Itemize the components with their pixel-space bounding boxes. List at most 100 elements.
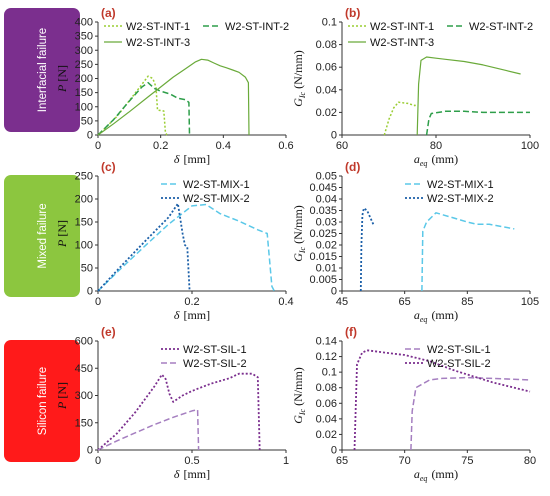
x-tick-label: 0.4: [216, 140, 231, 152]
series-line-1: [97, 75, 168, 136]
legend-label: W2-ST-INT-3: [126, 37, 190, 49]
x-axis-subscript: eq: [420, 159, 428, 168]
x-tick-label: 100: [521, 140, 539, 152]
y-tick-label: 0.03: [316, 217, 337, 229]
y-tick-label: 0.025: [309, 228, 337, 240]
y-tick-label: 0.14: [316, 336, 337, 348]
y-axis-unit: (N/mm): [291, 50, 305, 89]
legend-label: W2-ST-INT-1: [126, 21, 190, 33]
legend-item: W2-ST-INT-1: [104, 21, 190, 33]
x-axis-unit: [mm]: [183, 152, 210, 166]
row-label-box: [4, 8, 80, 132]
y-tick-label: 0.02: [316, 107, 337, 119]
y-tick-label: 0.05: [316, 171, 337, 183]
series-line-2: [97, 81, 191, 136]
y-tick-label: 250: [75, 171, 93, 183]
y-tick-label: 0.035: [309, 205, 337, 217]
legend-label: W2-ST-MIX-1: [427, 179, 494, 191]
x-tick-label: 0.2: [153, 140, 168, 152]
y-axis-subscript: Ic: [298, 91, 307, 99]
x-tick-label: 80: [430, 140, 442, 152]
y-tick-label: 150: [75, 417, 93, 429]
chart-panel-4: 00.0050.010.0150.020.0250.030.0350.040.0…: [291, 160, 539, 324]
legend: W2-ST-INT-1 W2-ST-INT-2 W2-ST-INT-3: [348, 21, 533, 49]
chart-panel-5: 0 150 300 450 600 0 0.5 1 δ [mm] P [N] (e) W2-ST-SIL-…: [55, 325, 289, 481]
legend-item: W2-ST-SIL-1: [405, 344, 491, 356]
y-tick-label: 300: [75, 390, 93, 402]
x-tick-label: 0.4: [278, 296, 293, 308]
panel-label: (c): [101, 160, 116, 174]
panel-label: (b): [345, 6, 360, 20]
y-tick-label: 150: [75, 87, 93, 99]
x-axis-unit: (mm): [431, 308, 458, 322]
y-axis-unit: (N/mm): [291, 205, 305, 244]
y-axis-unit: [N]: [55, 382, 69, 399]
series-line-3: [416, 56, 521, 136]
legend: W2-ST-SIL-1 W2-ST-SIL-2: [405, 344, 491, 370]
y-axis-subscript: Ic: [298, 246, 307, 254]
series-line-2: [425, 110, 530, 136]
legend-label: W2-ST-MIX-1: [183, 179, 250, 191]
row-label-box: [4, 175, 80, 297]
series-line-1: [97, 372, 261, 451]
y-axis-symbol: P: [55, 239, 69, 248]
y-tick-label: 0: [87, 130, 93, 142]
y-tick-label: 0.005: [309, 274, 337, 286]
series-line-3: [97, 58, 250, 136]
y-axis-label: P [N]: [55, 65, 69, 93]
legend-item: W2-ST-INT-3: [348, 37, 434, 49]
x-tick-label: 45: [336, 296, 348, 308]
x-axis-label: δ [mm]: [174, 308, 210, 322]
row-label-1: Interfacial failure: [4, 8, 80, 132]
legend-item: W2-ST-INT-3: [104, 37, 190, 49]
y-tick-label: 0.06: [316, 398, 337, 410]
panel-label: (f): [345, 325, 357, 339]
legend-label: W2-ST-INT-2: [225, 21, 289, 33]
x-tick-label: 0: [95, 296, 101, 308]
y-tick-label: 150: [75, 217, 93, 229]
row-label-2: Mixed failure: [4, 175, 80, 297]
x-tick-label: 70: [399, 455, 411, 467]
legend-item: W2-ST-MIX-1: [161, 179, 250, 191]
x-axis-subscript: eq: [420, 315, 428, 324]
y-tick-label: 0: [87, 286, 93, 298]
legend-label: W2-ST-INT-1: [370, 21, 434, 33]
legend-item: W2-ST-SIL-2: [405, 358, 491, 370]
y-tick-label: 0.015: [309, 251, 337, 263]
x-tick-label: 0: [95, 455, 101, 467]
legend-label: W2-ST-SIL-1: [427, 344, 491, 356]
y-tick-label: 0: [87, 445, 93, 457]
x-tick-label: 105: [521, 296, 539, 308]
y-tick-label: 0.1: [322, 17, 337, 29]
y-axis-label: GIc (N/mm): [291, 50, 307, 107]
x-tick-label: 80: [524, 455, 536, 467]
x-tick-label: 0.2: [184, 296, 199, 308]
y-tick-label: 250: [75, 59, 93, 71]
x-axis-label: aeq (mm): [414, 308, 458, 324]
y-axis-unit: [N]: [55, 65, 69, 82]
y-axis-label: GIc (N/mm): [291, 205, 307, 262]
x-axis-unit: (mm): [431, 467, 458, 481]
y-tick-label: 0.02: [316, 429, 337, 441]
y-tick-label: 0.08: [316, 39, 337, 51]
y-tick-label: 0.04: [316, 413, 337, 425]
y-axis-unit: [N]: [55, 220, 69, 237]
row-label-text: Mixed failure: [37, 203, 49, 268]
y-axis-symbol: P: [55, 401, 69, 410]
x-tick-label: 65: [336, 455, 348, 467]
y-axis-label: GIc (N/mm): [291, 367, 307, 424]
x-axis-label: δ [mm]: [174, 467, 210, 481]
row-label-3: Silicon failure: [4, 340, 80, 462]
row-labels: Interfacial failure Mixed failure Silicon …: [4, 8, 80, 462]
x-tick-label: 0.5: [184, 455, 199, 467]
legend-label: W2-ST-INT-3: [370, 37, 434, 49]
y-tick-label: 400: [75, 17, 93, 29]
row-label-text: Interfacial failure: [37, 28, 49, 112]
panel-label: (d): [345, 160, 360, 174]
y-axis-label: P [N]: [55, 220, 69, 248]
y-tick-label: 0.04: [316, 194, 337, 206]
y-tick-label: 350: [75, 31, 93, 43]
legend-item: W2-ST-SIL-1: [161, 344, 247, 356]
legend-item: W2-ST-INT-2: [203, 21, 289, 33]
